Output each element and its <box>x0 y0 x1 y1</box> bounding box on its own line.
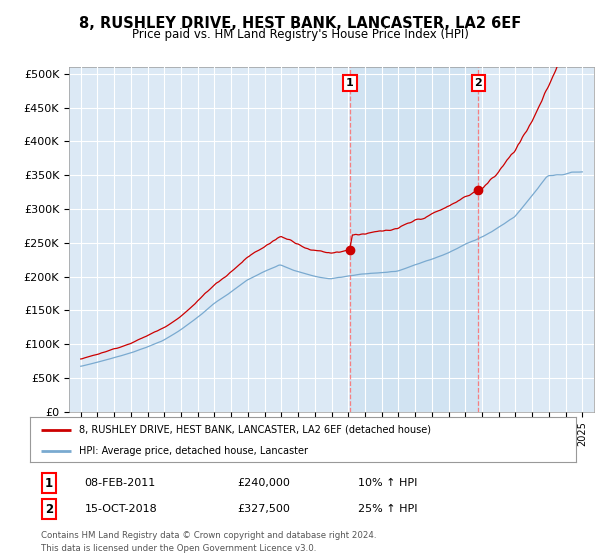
Bar <box>350 67 478 412</box>
Text: 2: 2 <box>475 78 482 88</box>
Text: 2: 2 <box>45 503 53 516</box>
Text: HPI: Average price, detached house, Lancaster: HPI: Average price, detached house, Lanc… <box>79 446 308 456</box>
Text: 1: 1 <box>45 477 53 490</box>
Text: Contains HM Land Registry data © Crown copyright and database right 2024.: Contains HM Land Registry data © Crown c… <box>41 531 376 540</box>
Text: 10% ↑ HPI: 10% ↑ HPI <box>358 478 417 488</box>
Text: 8, RUSHLEY DRIVE, HEST BANK, LANCASTER, LA2 6EF (detached house): 8, RUSHLEY DRIVE, HEST BANK, LANCASTER, … <box>79 424 431 435</box>
Text: 1: 1 <box>346 78 354 88</box>
Text: 25% ↑ HPI: 25% ↑ HPI <box>358 504 417 514</box>
Text: 08-FEB-2011: 08-FEB-2011 <box>85 478 156 488</box>
Text: £327,500: £327,500 <box>238 504 290 514</box>
Text: 8, RUSHLEY DRIVE, HEST BANK, LANCASTER, LA2 6EF: 8, RUSHLEY DRIVE, HEST BANK, LANCASTER, … <box>79 16 521 31</box>
Text: £240,000: £240,000 <box>238 478 290 488</box>
Text: Price paid vs. HM Land Registry's House Price Index (HPI): Price paid vs. HM Land Registry's House … <box>131 28 469 41</box>
Text: This data is licensed under the Open Government Licence v3.0.: This data is licensed under the Open Gov… <box>41 544 316 553</box>
Text: 15-OCT-2018: 15-OCT-2018 <box>85 504 157 514</box>
